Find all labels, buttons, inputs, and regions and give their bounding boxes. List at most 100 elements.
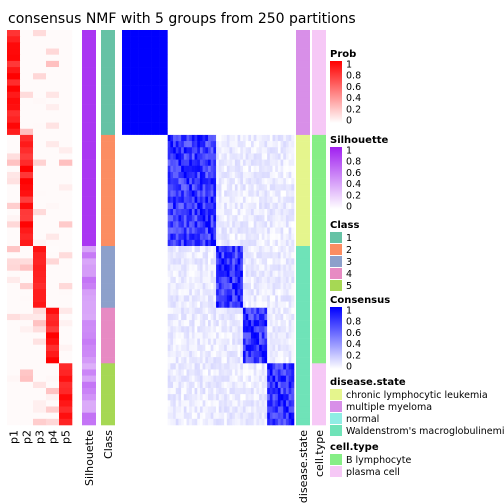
consensus-cell: [283, 36, 287, 43]
consensus-cell: [259, 369, 263, 376]
consensus-cell: [124, 375, 128, 383]
consensus-cell: [199, 350, 203, 358]
consensus-cell: [291, 326, 295, 333]
consensus-cell: [280, 48, 284, 55]
consensus-cell: [148, 387, 152, 395]
consensus-cell: [154, 338, 158, 346]
consensus-cell: [269, 264, 273, 272]
consensus-cell: [285, 104, 289, 111]
consensus-cell: [130, 73, 134, 80]
consensus-cell: [170, 91, 174, 99]
consensus-cell: [285, 67, 289, 74]
consensus-cell: [140, 208, 144, 216]
prob-cell: [59, 276, 73, 284]
consensus-cell: [240, 357, 244, 364]
consensus-cell: [208, 412, 211, 420]
consensus-cell: [210, 30, 214, 37]
prob-cell: [20, 196, 34, 204]
consensus-cell: [245, 48, 249, 55]
consensus-cell: [181, 221, 185, 228]
consensus-cell: [237, 381, 241, 389]
consensus-cell: [280, 122, 284, 130]
legend-swatch: [330, 389, 342, 400]
consensus-cell: [138, 344, 142, 352]
consensus-cell: [181, 227, 185, 234]
consensus-cell: [261, 79, 265, 86]
consensus-cell: [122, 184, 125, 191]
consensus-cell: [151, 159, 155, 167]
silhouette-cell: [82, 48, 96, 55]
consensus-cell: [280, 276, 284, 284]
consensus-cell: [130, 375, 134, 383]
consensus-cell: [256, 215, 260, 222]
consensus-cell: [170, 350, 174, 358]
class-cell: [101, 258, 115, 265]
consensus-cell: [240, 350, 244, 358]
consensus-cell: [143, 369, 147, 376]
consensus-cell: [218, 134, 222, 142]
consensus-cell: [132, 387, 136, 395]
consensus-cell: [261, 91, 265, 99]
consensus-cell: [224, 326, 228, 333]
consensus-cell: [143, 147, 147, 154]
consensus-cell: [186, 60, 190, 68]
consensus-cell: [156, 208, 160, 216]
consensus-cell: [226, 141, 230, 148]
consensus-cell: [242, 344, 246, 352]
consensus-cell: [288, 48, 292, 55]
consensus-cell: [224, 215, 228, 222]
consensus-cell: [183, 289, 187, 296]
consensus-cell: [165, 184, 168, 191]
consensus-cell: [210, 110, 214, 117]
consensus-cell: [216, 283, 220, 290]
consensus-cell: [229, 67, 233, 74]
consensus-cell: [213, 239, 217, 247]
consensus-cell: [127, 307, 131, 315]
consensus-cell: [124, 221, 128, 228]
consensus-cell: [229, 307, 233, 315]
consensus-cell: [159, 184, 163, 191]
prob-cell: [33, 320, 47, 327]
consensus-cell: [132, 357, 136, 364]
consensus-cell: [216, 178, 220, 185]
consensus-cell: [272, 159, 276, 167]
consensus-cell: [124, 363, 128, 370]
consensus-cell: [170, 30, 174, 37]
prob-cell: [7, 295, 21, 302]
consensus-cell: [167, 79, 171, 86]
prob-cell: [33, 141, 47, 148]
consensus-cell: [218, 190, 222, 197]
consensus-cell: [122, 128, 125, 136]
disease-state-cell: [296, 147, 310, 154]
consensus-cell: [285, 159, 289, 167]
consensus-cell: [275, 122, 279, 130]
consensus-cell: [269, 289, 273, 296]
consensus-cell: [242, 270, 246, 278]
consensus-cell: [226, 412, 230, 420]
consensus-cell: [173, 196, 177, 204]
consensus-cell: [138, 418, 142, 426]
consensus-cell: [181, 184, 185, 191]
cell-type-cell: [312, 178, 326, 185]
prob-cell: [33, 54, 47, 62]
consensus-cell: [283, 97, 287, 105]
consensus-cell: [156, 406, 160, 413]
consensus-cell: [127, 196, 131, 204]
consensus-cell: [159, 394, 163, 401]
consensus-cell: [232, 233, 236, 241]
consensus-cell: [208, 159, 211, 167]
consensus-cell: [162, 104, 166, 111]
class-cell: [101, 239, 115, 247]
consensus-cell: [213, 270, 217, 278]
consensus-cell: [285, 270, 289, 278]
consensus-cell: [234, 184, 238, 191]
prob-cell: [33, 73, 47, 80]
consensus-cell: [175, 264, 179, 272]
consensus-cell: [202, 307, 206, 315]
consensus-cell: [162, 97, 166, 105]
consensus-cell: [146, 202, 150, 210]
consensus-cell: [151, 54, 155, 62]
consensus-cell: [154, 178, 158, 185]
consensus-cell: [130, 196, 134, 204]
consensus-cell: [138, 307, 142, 315]
